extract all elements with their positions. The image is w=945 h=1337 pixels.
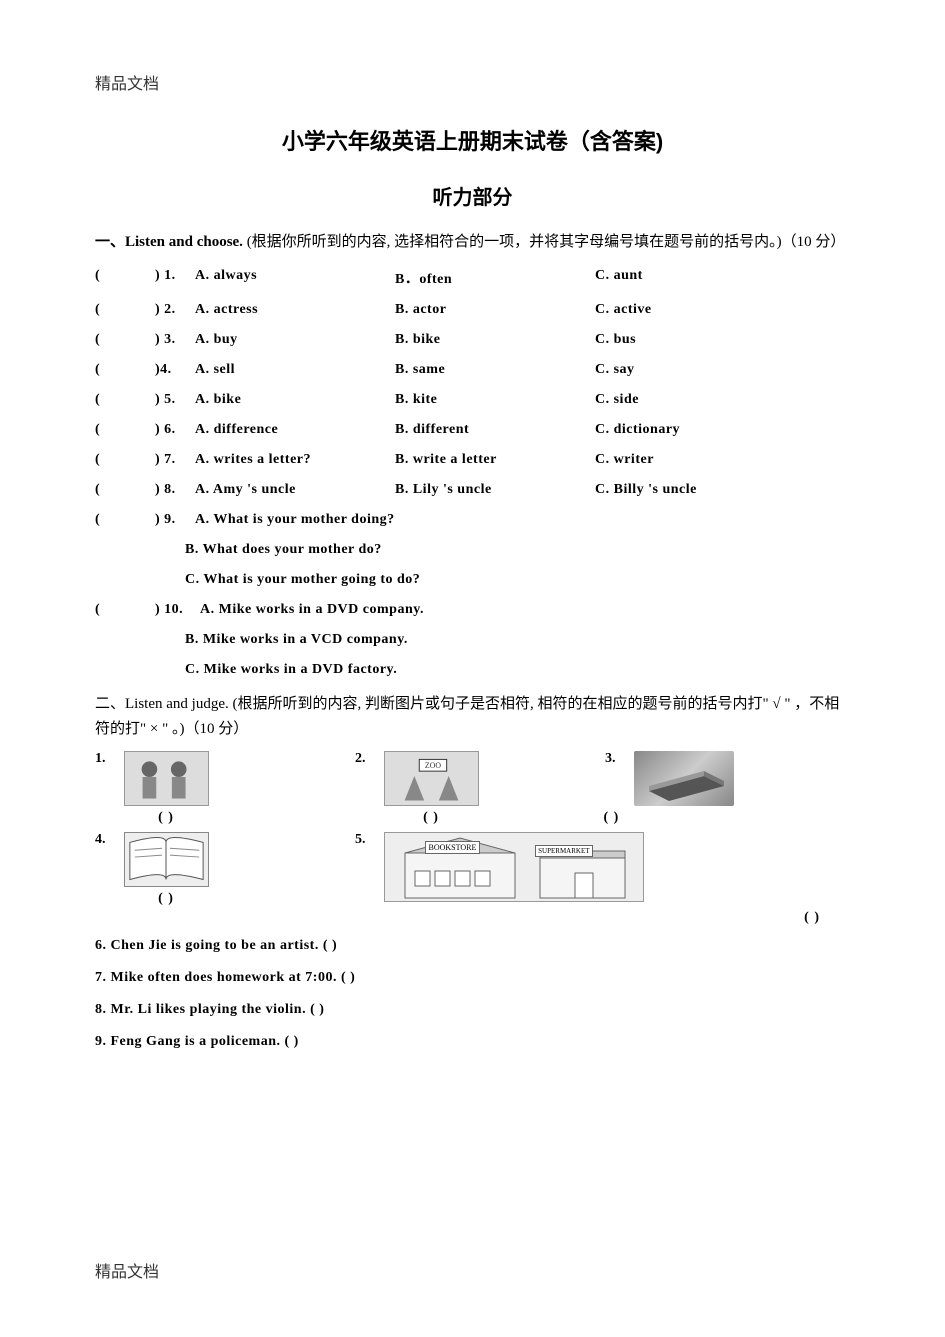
question-row: () 5.A. bikeB. kiteC. side (95, 392, 850, 408)
bracket-open: ( (95, 512, 155, 528)
section1-label: 一、Listen and choose. (95, 234, 243, 250)
question-row: () 8.A. Amy 's uncleB. Lily 's uncleC. B… (95, 482, 850, 498)
option-b: B. actor (395, 302, 595, 318)
option-c: C. Billy 's uncle (595, 482, 745, 498)
bracket-open: ( (95, 422, 155, 438)
svg-text:ZOO: ZOO (424, 761, 440, 770)
option-c: C. bus (595, 332, 745, 348)
q9-num: ) 9. (155, 512, 195, 528)
option-b: B. write a letter (395, 452, 595, 468)
main-title: 小学六年级英语上册期末试卷（含答案) (95, 124, 850, 156)
q9-option-b: B. What does your mother do? (95, 542, 850, 558)
listening-section-title: 听力部分 (95, 181, 850, 210)
q9-option-a: A. What is your mother doing? (195, 512, 395, 528)
question-number: ) 8. (155, 482, 195, 498)
option-a: A. Amy 's uncle (195, 482, 395, 498)
option-a: A. always (195, 268, 395, 288)
bracket-open: ( (95, 302, 155, 318)
bookstore-label: BOOKSTORE (425, 841, 481, 854)
question-row: () 3.A. buyB. bikeC. bus (95, 332, 850, 348)
question-9: ( ) 9. A. What is your mother doing? B. … (95, 512, 850, 588)
option-c: C. writer (595, 452, 745, 468)
question-row: () 2.A. actressB. actorC. active (95, 302, 850, 318)
text-question: 8. Mr. Li likes playing the violin. ( ) (95, 1002, 850, 1018)
option-a: A. sell (195, 362, 395, 378)
img-num-2: 2. (355, 751, 366, 767)
question-row: () 1.A. alwaysB．oftenC. aunt (95, 268, 850, 288)
img-num-4: 4. (95, 832, 106, 848)
bracket-open: ( (95, 392, 155, 408)
question-number: ) 1. (155, 268, 195, 288)
image-open-book (124, 832, 209, 887)
question-number: ) 7. (155, 452, 195, 468)
paren-3: ( ) (604, 810, 620, 826)
header-label: 精品文档 (95, 70, 850, 94)
option-c: C. aunt (595, 268, 745, 288)
text-question: 9. Feng Gang is a policeman. ( ) (95, 1034, 850, 1050)
bracket-open: ( (95, 332, 155, 348)
option-a: A. difference (195, 422, 395, 438)
question-number: ) 2. (155, 302, 195, 318)
bracket-open: ( (95, 482, 155, 498)
image-book (634, 751, 734, 806)
option-b: B. kite (395, 392, 595, 408)
paren-5: ( ) (804, 910, 820, 926)
image-buildings: BOOKSTORE SUPERMARKET (384, 832, 644, 902)
question-row: () 6.A. differenceB. differentC. diction… (95, 422, 850, 438)
img-num-3: 3. (605, 751, 616, 767)
option-b: B. different (395, 422, 595, 438)
question-row: () 7.A. writes a letter?B. write a lette… (95, 452, 850, 468)
question-10: ( ) 10. A. Mike works in a DVD company. … (95, 602, 850, 678)
option-c: C. dictionary (595, 422, 745, 438)
image-row-2: 4. ( ) 5. (95, 832, 850, 926)
q10-option-a: A. Mike works in a DVD company. (200, 602, 424, 618)
paren-2: ( ) (423, 810, 439, 826)
option-c: C. active (595, 302, 745, 318)
question-number: )4. (155, 362, 195, 378)
q10-num: ) 10. (155, 602, 200, 618)
option-b: B. Lily 's uncle (395, 482, 595, 498)
option-a: A. writes a letter? (195, 452, 395, 468)
question-row: ()4.A. sellB. sameC. say (95, 362, 850, 378)
img-num-5: 5. (355, 832, 366, 848)
bracket-open: ( (95, 602, 155, 618)
q10-option-c: C. Mike works in a DVD factory. (95, 662, 850, 678)
supermarket-label: SUPERMARKET (535, 845, 592, 857)
footer-label: 精品文档 (95, 1258, 159, 1282)
q10-option-b: B. Mike works in a VCD company. (95, 632, 850, 648)
image-zoo: ZOO (384, 751, 479, 806)
image-children (124, 751, 209, 806)
option-b: B．often (395, 268, 595, 288)
text-question: 6. Chen Jie is going to be an artist. ( … (95, 938, 850, 954)
section1-instruction-text: (根据你所听到的内容, 选择相符合的一项，并将其字母编号填在题号前的括号内。)（… (243, 234, 846, 250)
question-number: ) 3. (155, 332, 195, 348)
section1-instruction: 一、Listen and choose. (根据你所听到的内容, 选择相符合的一… (95, 230, 850, 256)
question-number: ) 6. (155, 422, 195, 438)
q9-option-c: C. What is your mother going to do? (95, 572, 850, 588)
section2-instruction: 二、Listen and judge. (根据所听到的内容, 判断图片或句子是否… (95, 692, 850, 743)
img-num-1: 1. (95, 751, 106, 767)
text-question: 7. Mike often does homework at 7:00. ( ) (95, 970, 850, 986)
image-row-1: 1. ( ) 2. ZOO ( ) 3. ( ) (95, 751, 850, 826)
question-number: ) 5. (155, 392, 195, 408)
option-c: C. side (595, 392, 745, 408)
option-b: B. same (395, 362, 595, 378)
option-a: A. buy (195, 332, 395, 348)
bracket-open: ( (95, 362, 155, 378)
section2-label: 二、Listen and judge. (95, 696, 229, 712)
paren-4: ( ) (158, 891, 174, 907)
bracket-open: ( (95, 452, 155, 468)
option-a: A. bike (195, 392, 395, 408)
option-a: A. actress (195, 302, 395, 318)
option-c: C. say (595, 362, 745, 378)
option-b: B. bike (395, 332, 595, 348)
paren-1: ( ) (158, 810, 174, 826)
bracket-open: ( (95, 268, 155, 288)
